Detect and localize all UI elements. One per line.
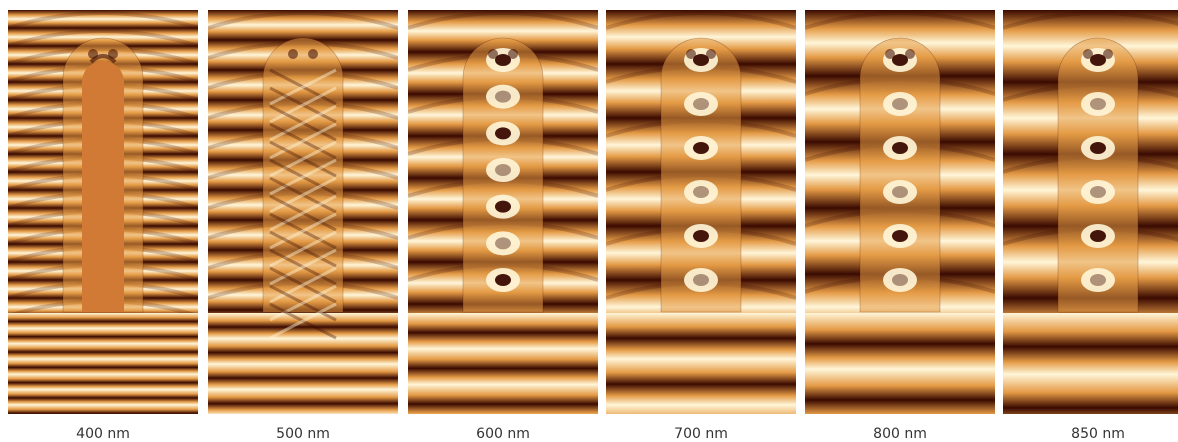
field-map-panel-850 bbox=[1003, 10, 1178, 414]
substrate-field-region bbox=[606, 313, 796, 414]
nanorod bbox=[262, 37, 344, 340]
rod-core bbox=[82, 61, 124, 312]
panel-label-800: 800 nm bbox=[873, 426, 927, 442]
field-node bbox=[883, 180, 917, 204]
field-node bbox=[883, 268, 917, 292]
field-node bbox=[1081, 180, 1115, 204]
field-map-panel-500 bbox=[208, 10, 398, 414]
panel-label-850: 850 nm bbox=[1071, 426, 1125, 442]
field-node bbox=[486, 121, 520, 146]
field-node bbox=[1081, 92, 1115, 116]
panel-label-500: 500 nm bbox=[276, 426, 330, 442]
field-node bbox=[684, 268, 718, 292]
field-node bbox=[1081, 224, 1115, 248]
nanorod bbox=[462, 37, 544, 313]
field-node bbox=[486, 158, 520, 182]
panel-label-600: 600 nm bbox=[476, 426, 530, 442]
substrate-field-region bbox=[1003, 313, 1178, 414]
field-node bbox=[684, 180, 718, 204]
field-node bbox=[883, 92, 917, 116]
substrate-field-region bbox=[805, 313, 995, 414]
field-node bbox=[684, 136, 718, 160]
field-node bbox=[1081, 268, 1115, 292]
field-node bbox=[684, 224, 718, 248]
field-node bbox=[883, 224, 917, 248]
field-map-panel-700 bbox=[606, 10, 796, 414]
field-node bbox=[486, 194, 520, 219]
substrate-field-region bbox=[408, 313, 598, 414]
field-node bbox=[486, 84, 520, 109]
panel-label-400: 400 nm bbox=[76, 426, 130, 442]
nanorod bbox=[660, 37, 742, 313]
field-map-panel-600 bbox=[408, 10, 598, 414]
field-node bbox=[486, 268, 520, 292]
panel-label-700: 700 nm bbox=[674, 426, 728, 442]
field-node bbox=[883, 136, 917, 160]
substrate-field-region bbox=[208, 313, 398, 414]
field-node bbox=[486, 231, 520, 256]
field-map-panel-400 bbox=[8, 10, 198, 414]
field-map-panel-800 bbox=[805, 10, 995, 414]
substrate-field-region bbox=[8, 313, 198, 414]
nanorod bbox=[859, 37, 941, 313]
field-node bbox=[684, 92, 718, 116]
field-node bbox=[1081, 136, 1115, 160]
nanorod bbox=[62, 37, 144, 313]
nanorod bbox=[1057, 37, 1139, 313]
